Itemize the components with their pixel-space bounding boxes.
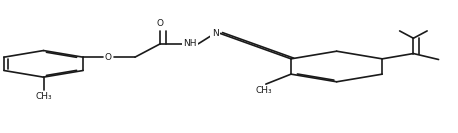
Text: O: O xyxy=(105,53,112,62)
Text: CH₃: CH₃ xyxy=(35,92,52,101)
Text: CH₃: CH₃ xyxy=(255,86,272,95)
Text: N: N xyxy=(212,29,218,38)
Text: NH: NH xyxy=(183,39,196,48)
Text: O: O xyxy=(157,19,164,28)
